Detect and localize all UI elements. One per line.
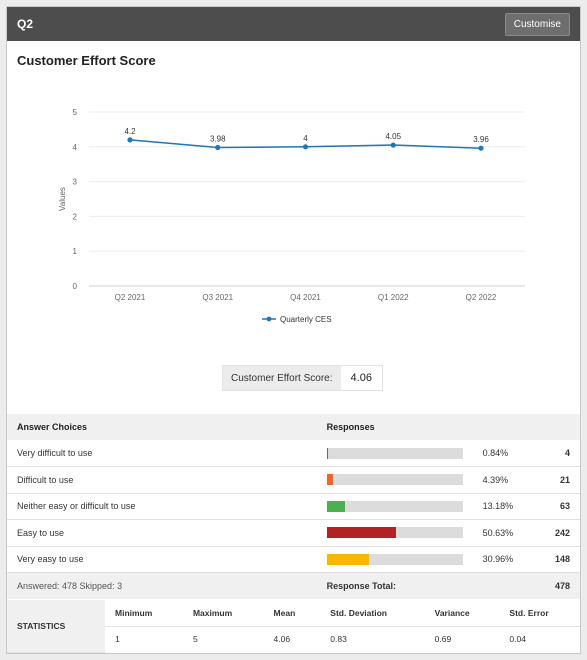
data-label: 4.2 (124, 127, 136, 136)
response-percent: 13.18% (472, 493, 532, 520)
y-axis-label: Values (58, 187, 67, 211)
response-percent: 30.96% (472, 546, 532, 573)
ces-summary-label: Customer Effort Score: (223, 366, 341, 390)
x-tick-label: Q3 2021 (202, 293, 233, 302)
response-bar-fill (326, 527, 396, 539)
response-row: Very difficult to use 0.84% 4 (7, 440, 580, 467)
response-bar-cell (316, 519, 473, 547)
x-tick-label: Q2 2021 (115, 293, 146, 302)
response-row: Easy to use 50.63% 242 (7, 519, 580, 547)
stat-value-variance: 0.69 (434, 634, 452, 645)
response-bar-track (326, 447, 463, 459)
x-tick-label: Q4 2021 (290, 293, 321, 302)
response-row: Neither easy or difficult to use 13.18% 63 (7, 493, 580, 520)
stat-header-mean: Mean (263, 600, 321, 627)
y-tick-label: 4 (73, 143, 78, 152)
legend-marker (266, 316, 272, 322)
answered-skipped: Answered: 478 Skipped: 3 (7, 572, 317, 599)
stat-value-mean: 4.06 (273, 634, 291, 645)
statistics-table: STATISTICS Minimum Maximum Mean Std. Dev… (7, 600, 580, 653)
response-percent: 50.63% (472, 519, 532, 547)
response-percent: 0.84% (472, 440, 532, 467)
response-bar-cell (316, 546, 473, 573)
y-tick-label: 5 (73, 108, 78, 117)
data-label: 3.98 (210, 134, 226, 143)
y-tick-label: 3 (73, 178, 78, 187)
response-row: Difficult to use 4.39% 21 (7, 466, 580, 494)
response-count: 242 (531, 519, 580, 547)
x-tick-label: Q2 2022 (466, 293, 497, 302)
answer-choice-label: Very difficult to use (7, 440, 317, 467)
response-count: 4 (531, 440, 580, 467)
stat-header-minimum: Minimum (105, 600, 183, 627)
responses-header-row: Answer Choices Responses (7, 414, 580, 440)
customise-button[interactable]: Customise (504, 12, 570, 36)
question-panel: Q2 Customise Customer Effort Score 0 1 2 3 4… (6, 6, 581, 654)
response-bar-fill (326, 474, 333, 486)
answer-choice-label: Difficult to use (7, 466, 317, 494)
data-point (127, 137, 133, 143)
data-label: 4.05 (385, 132, 401, 141)
data-label: 4 (303, 134, 308, 143)
response-bar-cell (316, 466, 473, 494)
response-row: Very easy to use 30.96% 148 (7, 546, 580, 573)
stat-value-minimum: 1 (115, 634, 120, 645)
stat-value-std-deviation: 0.83 (330, 634, 347, 645)
data-point (215, 144, 221, 151)
response-bar-fill (326, 447, 328, 459)
responses-total-row: Answered: 478 Skipped: 3 Response Total:… (7, 572, 580, 599)
statistics-label: STATISTICS (7, 600, 105, 653)
data-label: 3.96 (473, 135, 489, 144)
stat-value-maximum: 5 (192, 634, 198, 645)
stat-header-variance: Variance (424, 600, 500, 627)
legend-label: Quarterly CES (280, 315, 332, 324)
stat-header-std-deviation: Std. Deviation (320, 600, 425, 627)
response-total-label: Response Total: (316, 572, 532, 599)
statistics-header-row: STATISTICS Minimum Maximum Mean Std. Dev… (7, 600, 580, 653)
response-count: 21 (531, 466, 580, 494)
response-total-value: 478 (531, 572, 580, 599)
answer-choices-header: Answer Choices (7, 414, 317, 440)
ces-summary: Customer Effort Score: 4.06 (222, 365, 383, 391)
response-bar-track (326, 474, 463, 486)
response-percent: 4.39% (472, 466, 532, 494)
answer-choice-label: Easy to use (7, 519, 317, 547)
response-bar-fill (326, 553, 369, 565)
stat-value-std-error: 0.04 (509, 634, 526, 645)
statistics-values-row: 1 5 4.06 0.83 0.69 0.04 (7, 626, 580, 652)
y-tick-label: 0 (73, 282, 78, 291)
y-tick-label: 1 (73, 247, 78, 256)
response-bar-fill (326, 500, 345, 512)
ces-line-chart: 0 1 2 3 4 5 Values Q2 2021 Q3 2021 Q4 2021 Q1 2022… (58, 108, 525, 324)
response-bar-track (326, 500, 463, 512)
responses-table: Answer Choices Responses Very difficult … (7, 414, 580, 599)
data-point (302, 144, 309, 150)
data-point (390, 142, 396, 148)
ces-summary-value: 4.06 (340, 366, 382, 390)
responses-header: Responses (316, 414, 580, 440)
panel-header: Q2 Customise (7, 7, 580, 41)
answer-choice-label: Neither easy or difficult to use (7, 493, 317, 520)
response-bar-cell (316, 493, 473, 520)
response-count: 148 (531, 546, 580, 573)
response-bar-track (326, 553, 463, 565)
response-bar-cell (316, 440, 473, 467)
stat-header-std-error: Std. Error (499, 600, 580, 627)
response-bar-track (326, 527, 463, 539)
chart-title: Customer Effort Score (17, 53, 156, 68)
response-count: 63 (531, 493, 580, 520)
panel-title: Q2 (17, 17, 34, 31)
stat-header-maximum: Maximum (182, 600, 264, 627)
x-tick-label: Q1 2022 (378, 293, 409, 302)
answer-choice-label: Very easy to use (7, 546, 317, 573)
y-tick-label: 2 (73, 212, 78, 221)
data-point (478, 145, 484, 151)
